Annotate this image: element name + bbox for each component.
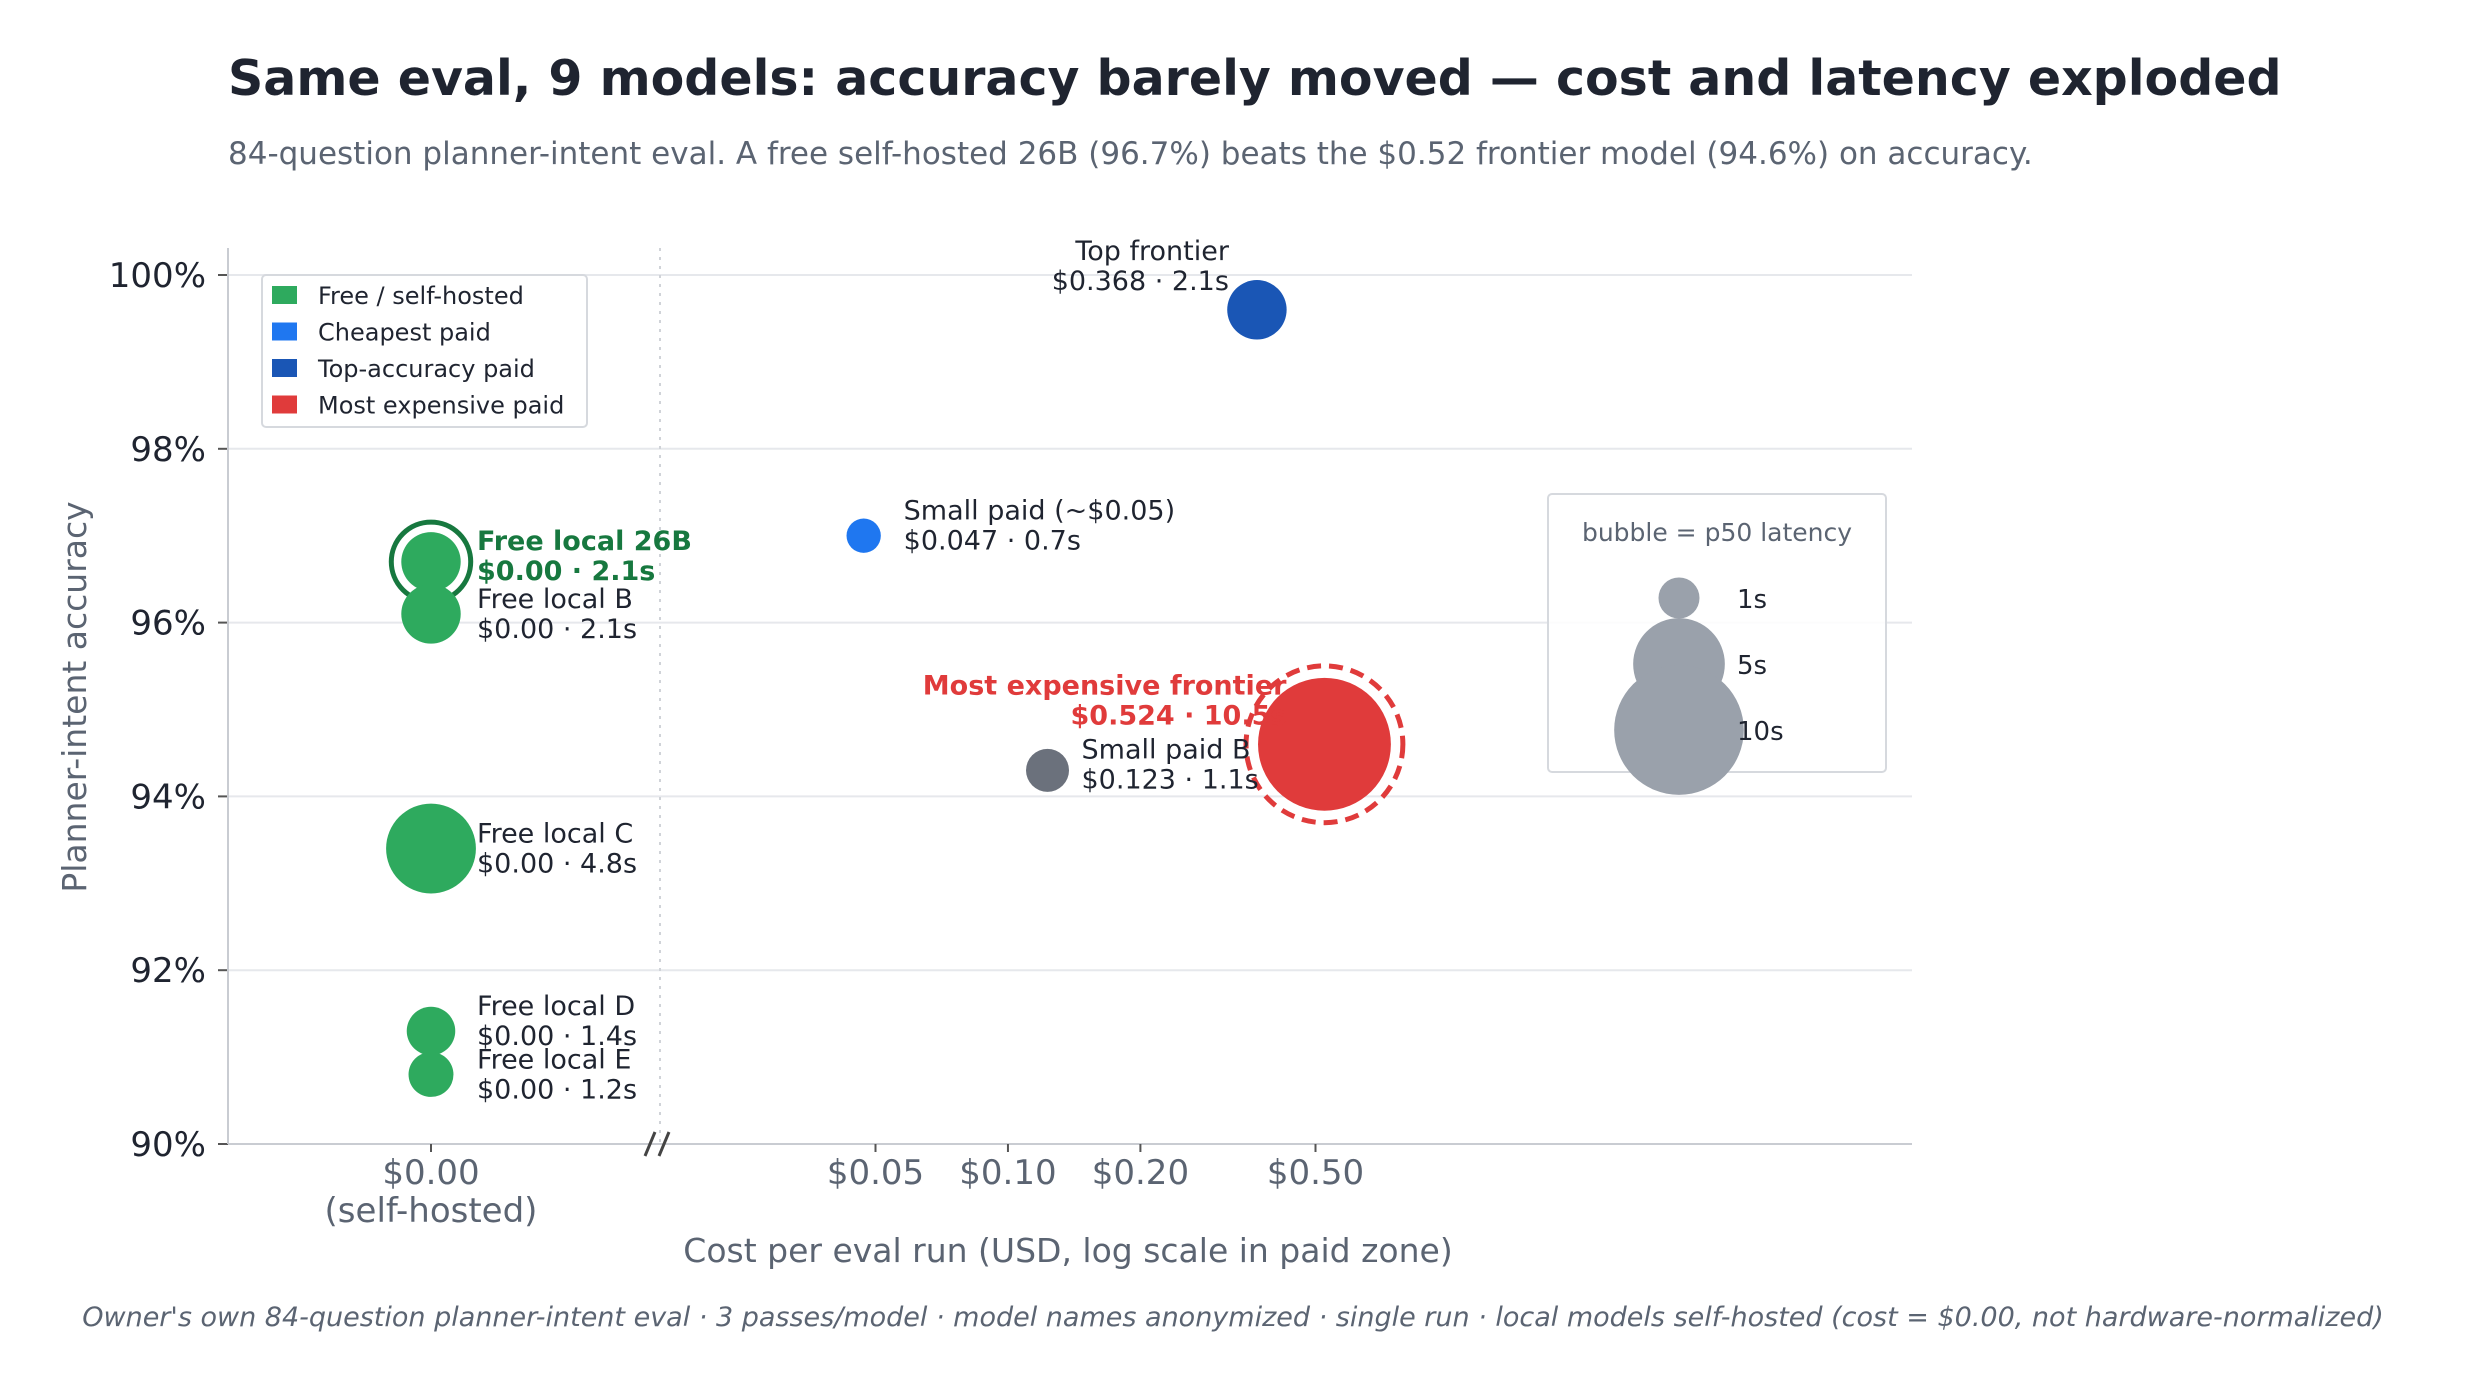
y-tick-label: 96%	[130, 604, 206, 644]
point-label-detail: $0.524 · 10.5s	[1071, 700, 1287, 731]
point-label-detail: $0.123 · 1.1s	[1082, 764, 1259, 795]
x-tick-label: $0.50	[1267, 1153, 1364, 1193]
size-legend-title: bubble = p50 latency	[1582, 518, 1852, 547]
point-label-name: Free local B	[477, 584, 633, 615]
y-tick-label: 100%	[109, 256, 206, 296]
point-label-name: Top frontier	[1074, 236, 1229, 267]
x-tick-label: $0.05	[827, 1153, 924, 1193]
chart-title: Same eval, 9 models: accuracy barely mov…	[228, 50, 2282, 107]
legend-swatch	[272, 395, 297, 414]
point-label-name: Free local C	[477, 819, 633, 850]
size-legend: bubble = p50 latency 1s 5s 10s	[1547, 493, 1887, 795]
color-legend: Free / self-hosted Cheapest paid Top-accur…	[261, 274, 588, 428]
size-legend-label: 5s	[1737, 651, 1767, 681]
bubble	[1258, 677, 1391, 811]
legend-swatch	[272, 322, 297, 341]
bubble	[846, 518, 881, 553]
bubble	[386, 803, 476, 894]
data-points	[386, 280, 1406, 1097]
y-tick-label: 90%	[130, 1125, 206, 1165]
point-label-name: Free local E	[477, 1044, 631, 1075]
bubble	[401, 584, 461, 644]
x-tick-sublabel: (self-hosted)	[325, 1191, 538, 1231]
point-label-name: Free local D	[477, 991, 635, 1022]
legend-label: Free / self-hosted	[318, 282, 524, 310]
size-legend-label: 1s	[1737, 585, 1767, 615]
point-label-detail: $0.047 · 0.7s	[904, 526, 1081, 557]
legend-swatch	[272, 359, 297, 377]
point-label-detail: $0.00 · 1.4s	[477, 1021, 637, 1052]
x-axis-label: Cost per eval run (USD, log scale in pai…	[683, 1231, 1452, 1270]
point-label-name: Small paid B	[1082, 734, 1251, 765]
legend-box	[261, 274, 588, 428]
bubble	[406, 1006, 456, 1056]
legend-label: Cheapest paid	[318, 319, 491, 347]
legend-swatch	[272, 286, 297, 304]
bubble	[408, 1052, 454, 1097]
legend-label: Top-accuracy paid	[317, 355, 535, 383]
size-legend-label: 10s	[1737, 717, 1784, 747]
y-tick-label: 94%	[130, 777, 206, 817]
highlight-ring	[1243, 663, 1406, 826]
bubble	[1227, 280, 1287, 340]
point-label-detail: $0.368 · 2.1s	[1052, 266, 1229, 297]
y-tick-label: 92%	[130, 951, 206, 991]
footnote: Owner's own 84-question planner-intent e…	[82, 1302, 2384, 1333]
point-label-detail: $0.00 · 4.8s	[477, 849, 637, 880]
bubble	[1026, 748, 1070, 792]
size-legend-bubble	[1658, 577, 1700, 619]
legend-label: Most expensive paid	[318, 392, 564, 420]
x-tick-label: $0.20	[1092, 1153, 1189, 1193]
axes: 90% 92% 94% 96% 98% 100% $0.00(self-hosted) $0.…	[109, 248, 1912, 1231]
bubble	[401, 532, 461, 592]
point-label-detail: $0.00 · 2.1s	[477, 614, 637, 645]
x-tick-label: $0.00	[382, 1153, 479, 1193]
point-label-name: Free local 26B	[477, 526, 692, 557]
point-label-detail: $0.00 · 2.1s	[477, 556, 655, 587]
x-tick-label: $0.10	[959, 1153, 1056, 1193]
point-label-name: Most expensive frontier	[923, 670, 1287, 701]
point-label-name: Small paid (~$0.05)	[904, 496, 1175, 527]
size-legend-bubble	[1614, 665, 1744, 795]
axis-break-mark	[657, 1131, 671, 1157]
y-axis-label: Planner-intent accuracy	[55, 501, 94, 892]
y-tick-label: 98%	[130, 430, 206, 470]
point-label-detail: $0.00 · 1.2s	[477, 1074, 637, 1105]
axis-break-mark	[643, 1131, 657, 1157]
chart-subtitle: 84-question planner-intent eval. A free …	[228, 136, 2033, 172]
